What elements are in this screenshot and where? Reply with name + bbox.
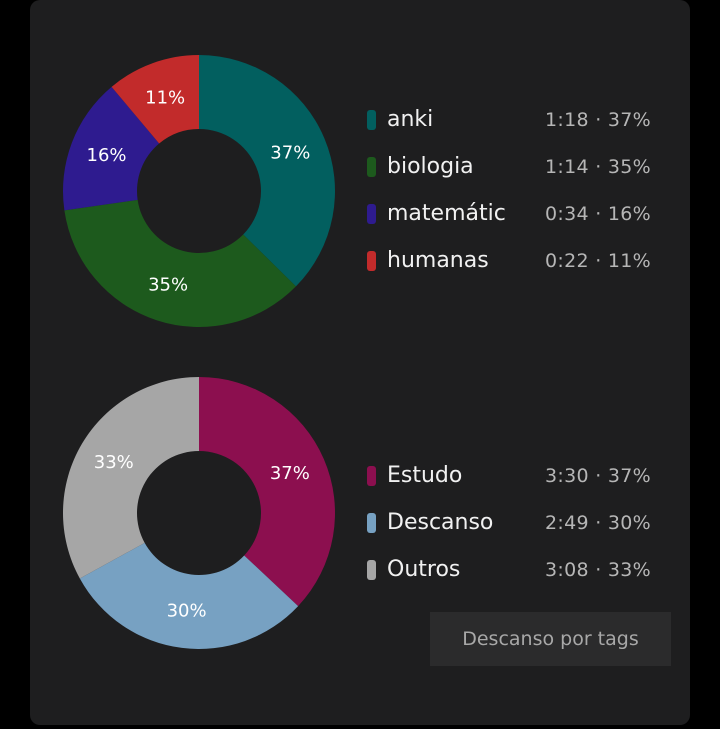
legend-item-biologia[interactable]: biologia 1:14 · 35%	[367, 146, 657, 193]
donut-slice-1[interactable]	[64, 199, 296, 327]
legend-label: matemátic	[387, 201, 506, 226]
legend-item-humanas[interactable]: humanas 0:22 · 11%	[367, 240, 657, 287]
slice-percent-label: 33%	[94, 452, 134, 473]
rest-by-tags-button[interactable]: Descanso por tags	[430, 612, 671, 666]
legend-value: 3:08 · 33%	[544, 559, 651, 581]
slice-percent-label: 16%	[87, 145, 127, 166]
legend-value: 2:49 · 30%	[544, 512, 651, 534]
activity-legend: Estudo 3:30 · 37% Descanso 2:49 · 30% Ou…	[367, 455, 657, 596]
legend-item-matematic[interactable]: matemátic 0:34 · 16%	[367, 193, 657, 240]
legend-swatch	[367, 560, 376, 580]
slice-percent-label: 37%	[270, 463, 310, 484]
donut-slice-0[interactable]	[199, 55, 335, 287]
slice-percent-label: 35%	[148, 275, 188, 296]
legend-swatch	[367, 157, 376, 177]
legend-item-outros[interactable]: Outros 3:08 · 33%	[367, 549, 657, 596]
legend-label: Estudo	[387, 463, 463, 488]
donut-slice-0[interactable]	[199, 377, 335, 607]
legend-swatch	[367, 466, 376, 486]
donut-slice-1[interactable]	[79, 542, 299, 649]
legend-value: 1:18 · 37%	[544, 109, 651, 131]
donut-slice-2[interactable]	[63, 377, 200, 579]
legend-value: 3:30 · 37%	[544, 465, 651, 487]
legend-label: Descanso	[387, 510, 494, 535]
legend-item-descanso[interactable]: Descanso 2:49 · 30%	[367, 502, 657, 549]
legend-label: anki	[387, 107, 434, 132]
legend-item-anki[interactable]: anki 1:18 · 37%	[367, 99, 657, 146]
legend-swatch	[367, 251, 376, 271]
legend-value: 0:22 · 11%	[544, 250, 651, 272]
subject-donut-chart: 37% 35% 16% 11%	[63, 55, 335, 327]
legend-swatch	[367, 204, 376, 224]
legend-value: 0:34 · 16%	[544, 203, 651, 225]
legend-swatch	[367, 110, 376, 130]
slice-percent-label: 11%	[145, 87, 185, 108]
donut-slice-3[interactable]	[111, 55, 199, 144]
subject-legend: anki 1:18 · 37% biologia 1:14 · 35% mate…	[367, 99, 657, 287]
legend-item-estudo[interactable]: Estudo 3:30 · 37%	[367, 455, 657, 502]
legend-value: 1:14 · 35%	[544, 156, 651, 178]
legend-swatch	[367, 513, 376, 533]
legend-label: Outros	[387, 557, 461, 582]
legend-label: humanas	[387, 248, 489, 273]
slice-percent-label: 30%	[167, 601, 207, 622]
donut-slice-2[interactable]	[63, 86, 160, 211]
activity-donut-chart: 37% 30% 33%	[63, 377, 335, 649]
legend-label: biologia	[387, 154, 474, 179]
slice-percent-label: 37%	[270, 142, 310, 163]
